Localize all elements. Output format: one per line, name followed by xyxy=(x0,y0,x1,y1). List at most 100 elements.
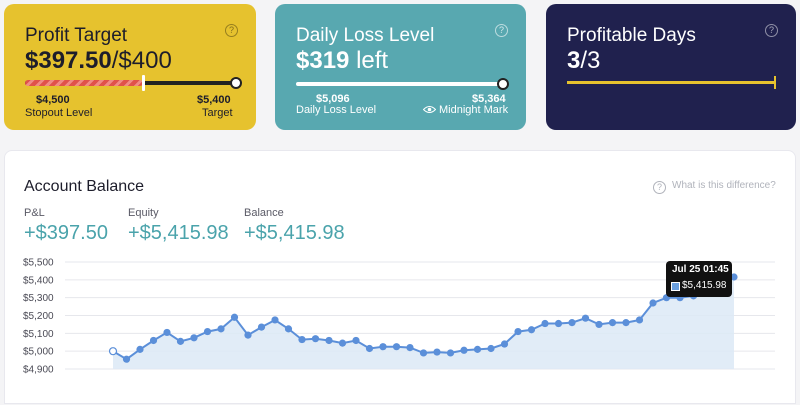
profit-target-total: /$400 xyxy=(111,47,172,74)
data-point xyxy=(568,319,576,327)
daily-loss-card: Daily Loss Level ? $319 left $5,096 Dail… xyxy=(275,4,526,130)
data-point xyxy=(649,299,657,307)
profit-progress-fill xyxy=(25,80,143,86)
tooltip-date: Jul 25 01:45 xyxy=(672,264,729,275)
daily-loss-track xyxy=(296,82,504,86)
profitable-days-bar xyxy=(567,81,775,84)
data-point xyxy=(500,340,509,348)
data-point xyxy=(554,319,563,328)
data-point xyxy=(446,349,455,357)
midnight-mark-label: Midnight Mark xyxy=(439,104,509,116)
profitable-days-bar-end xyxy=(774,76,776,89)
data-point xyxy=(122,355,131,363)
data-point xyxy=(460,346,468,354)
difference-link-text: What is this difference? xyxy=(672,180,776,191)
data-point xyxy=(230,313,239,321)
data-point xyxy=(217,325,225,333)
data-point xyxy=(257,323,266,331)
profit-value: $397.50 xyxy=(25,47,112,74)
pl-label: P&L xyxy=(24,207,45,219)
daily-loss-knob xyxy=(497,78,509,90)
profitable-days-card: Profitable Days ? 3/3 xyxy=(546,4,796,130)
data-point xyxy=(419,349,428,357)
data-point xyxy=(730,273,738,281)
midnight-mark: Midnight Mark xyxy=(422,104,509,116)
data-point xyxy=(163,328,171,337)
data-point xyxy=(108,347,118,356)
profit-target-value: $397.50/$400 xyxy=(25,47,172,75)
y-tick-label: $5,200 xyxy=(23,311,54,322)
profit-target-title: Profit Target xyxy=(25,25,128,46)
account-balance-title: Account Balance xyxy=(24,178,145,195)
y-tick-label: $5,000 xyxy=(23,347,54,358)
data-point xyxy=(244,331,252,339)
equity-value: +$5,415.98 xyxy=(128,222,229,244)
data-point xyxy=(608,319,617,327)
data-point xyxy=(406,344,414,352)
equity-label: Equity xyxy=(128,207,159,219)
help-icon[interactable]: ? xyxy=(495,24,508,37)
loss-left-suffix: left xyxy=(356,47,389,74)
data-point xyxy=(622,319,630,327)
tooltip-swatch xyxy=(671,282,680,291)
data-point xyxy=(284,325,293,333)
pl-value: +$397.50 xyxy=(24,222,108,244)
data-point xyxy=(338,339,347,347)
profitable-days-total: /3 xyxy=(580,47,601,74)
y-tick-label: $5,300 xyxy=(23,293,54,304)
account-balance-panel: Account Balance ? What is this difference… xyxy=(4,150,796,404)
y-tick-label: $4,900 xyxy=(23,365,54,376)
data-point xyxy=(203,327,212,336)
tooltip-value: $5,415.98 xyxy=(682,280,727,291)
chart-area-fill xyxy=(113,277,734,369)
data-point xyxy=(595,320,603,329)
y-tick-label: $5,400 xyxy=(23,275,54,286)
question-icon: ? xyxy=(653,181,666,194)
data-point xyxy=(352,336,360,345)
data-point xyxy=(149,336,158,345)
daily-loss-value: $319 left xyxy=(296,47,388,75)
data-point xyxy=(473,345,482,353)
help-icon[interactable]: ? xyxy=(225,24,238,37)
profitable-days-value: 3/3 xyxy=(567,47,600,75)
profitable-days-title: Profitable Days xyxy=(567,25,696,46)
profit-target-knob xyxy=(230,77,242,89)
data-point xyxy=(541,319,549,328)
data-point xyxy=(379,343,387,351)
profit-current-marker xyxy=(142,75,145,91)
balance-value: +$5,415.98 xyxy=(244,222,345,244)
daily-loss-level-label: Daily Loss Level xyxy=(296,104,377,116)
data-point xyxy=(433,348,441,356)
difference-help-link[interactable]: ? What is this difference? xyxy=(653,180,776,194)
y-tick-label: $5,100 xyxy=(23,329,54,340)
data-point xyxy=(487,344,495,353)
data-point xyxy=(514,327,522,336)
data-point xyxy=(527,326,536,334)
stopout-label: Stopout Level xyxy=(25,107,93,119)
balance-chart[interactable]: $5,500 $5,400 $5,300 $5,200 $5,100 $5,000 $4,9… xyxy=(5,151,797,405)
stopout-value: $4,500 xyxy=(36,94,70,106)
balance-label: Balance xyxy=(244,207,284,219)
data-point xyxy=(581,314,590,322)
data-point xyxy=(365,344,374,353)
chart-tooltip: Jul 25 01:45 $5,415.98 xyxy=(666,261,732,297)
loss-left-value: $319 xyxy=(296,47,350,74)
data-point xyxy=(298,335,306,344)
data-point xyxy=(136,345,144,353)
daily-loss-title: Daily Loss Level xyxy=(296,25,435,46)
y-tick-label: $5,500 xyxy=(23,258,54,269)
data-point xyxy=(635,316,644,324)
help-icon[interactable]: ? xyxy=(765,24,778,37)
data-point xyxy=(176,337,185,345)
target-value: $5,400 xyxy=(197,94,231,106)
profit-target-card: Profit Target ? $397.50/$400 $4,500 Stop… xyxy=(4,4,256,130)
data-point xyxy=(311,335,320,343)
data-point xyxy=(325,336,333,345)
eye-icon xyxy=(422,106,437,113)
data-point xyxy=(271,316,279,324)
daily-loss-level-value: $5,096 xyxy=(316,93,350,105)
profitable-days-count: 3 xyxy=(567,47,581,74)
target-label: Target xyxy=(202,107,233,119)
data-point xyxy=(190,334,198,342)
data-point xyxy=(392,343,401,351)
